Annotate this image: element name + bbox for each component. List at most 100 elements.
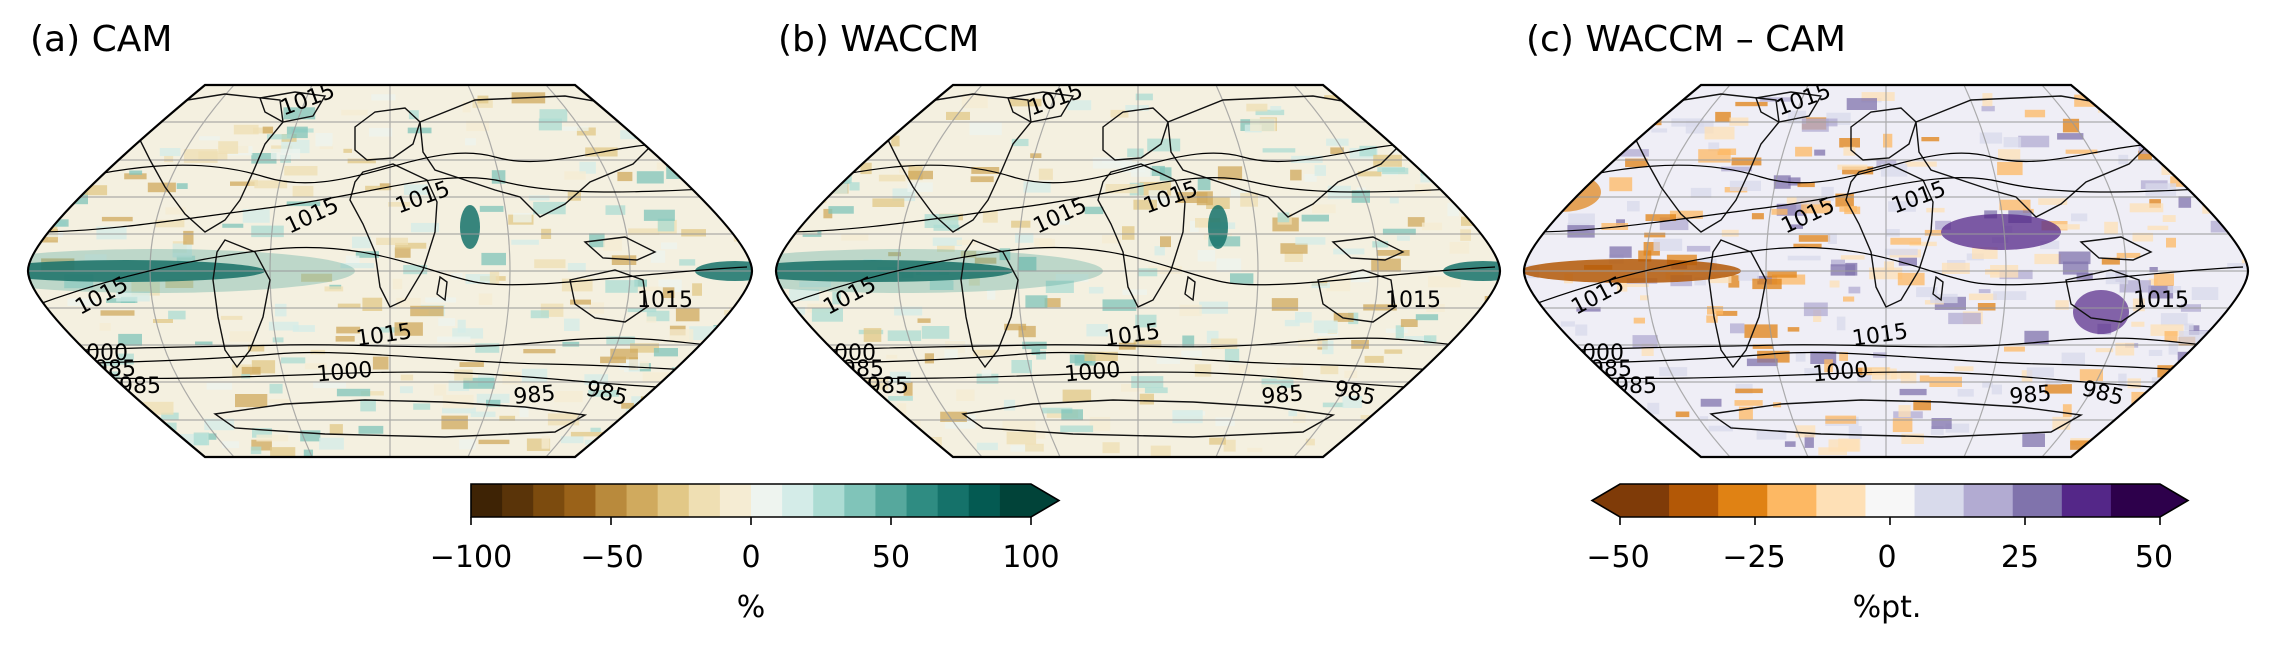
- field-patch: [1972, 247, 1998, 259]
- field-patch: [459, 439, 476, 450]
- field-patch: [2191, 287, 2219, 300]
- field-patch: [1734, 400, 1763, 406]
- field-patch: [1036, 350, 1046, 360]
- graticule-meridian: [2041, 85, 2127, 457]
- field-patch: [1827, 233, 1837, 244]
- field-patch: [707, 194, 742, 203]
- field-patch: [250, 446, 262, 455]
- coastline: [2079, 236, 2153, 261]
- field-patch: [1452, 413, 1466, 423]
- field-patch: [970, 176, 994, 183]
- field-patch: [94, 107, 117, 113]
- field-patch: [1441, 433, 1457, 442]
- field-patch: [1647, 402, 1660, 415]
- field-patch: [1396, 235, 1410, 241]
- field-patch: [340, 263, 375, 269]
- field-patch: [1651, 128, 1668, 133]
- field-patch: [1154, 246, 1165, 256]
- coastline: [2065, 269, 2144, 323]
- colorbar-percent-unit: %: [736, 590, 766, 625]
- field-patch: [1069, 354, 1093, 364]
- field-patch: [2058, 251, 2091, 265]
- field-patch: [513, 213, 532, 223]
- field-patch: [785, 130, 799, 137]
- field-patch: [1025, 443, 1044, 452]
- field-patch: [249, 179, 258, 186]
- field-patch: [541, 435, 550, 449]
- field-patch: [732, 192, 745, 203]
- field-patch: [1795, 351, 1806, 362]
- field-patch: [110, 97, 127, 107]
- field-patch: [2149, 267, 2158, 273]
- field-patch: [1342, 396, 1362, 408]
- coastline: [1845, 163, 1934, 308]
- field-patch: [1034, 238, 1052, 247]
- field-patch: [946, 111, 970, 120]
- field-patch: [1891, 371, 1910, 379]
- field-patch: [1730, 323, 1745, 334]
- field-patch: [2184, 398, 2206, 409]
- field-patch: [1954, 366, 1974, 372]
- field-patch: [1485, 434, 1499, 441]
- graticule-meridian: [1765, 85, 1809, 457]
- field-patch: [2227, 112, 2248, 121]
- field-patch: [610, 348, 638, 360]
- field-patch: [499, 415, 516, 421]
- field-patch: [605, 205, 626, 215]
- field-patch: [2024, 330, 2049, 345]
- field-patch: [898, 93, 912, 105]
- field-patch: [730, 433, 743, 441]
- field-patch: [1139, 393, 1154, 405]
- field-patch: [452, 328, 484, 339]
- field-patch: [872, 123, 892, 129]
- field-patch: [1181, 350, 1202, 358]
- field-patch: [1578, 419, 1595, 425]
- field-patch: [794, 203, 810, 213]
- isobar-label: 1000: [1811, 358, 1869, 388]
- field-patch: [1395, 325, 1404, 339]
- colorbar-percentage-points: [1590, 483, 2190, 525]
- field-patch: [881, 418, 910, 425]
- field-patch: [1721, 229, 1739, 237]
- field-patch: [2203, 109, 2214, 122]
- field-patch: [92, 426, 107, 434]
- field-patch: [1837, 164, 1868, 170]
- field-patch: [1997, 161, 2023, 176]
- isobar-line: [44, 337, 736, 353]
- field-patch: [86, 371, 112, 384]
- field-patch: [2189, 325, 2200, 335]
- field-patch: [1845, 262, 1858, 276]
- field-patch: [315, 133, 333, 147]
- field-patch: [159, 148, 181, 157]
- field-patch: [1528, 230, 1540, 240]
- map-outline: [1522, 83, 2250, 459]
- field-patch: [28, 103, 58, 113]
- colorbar-swatch: [906, 484, 939, 517]
- field-patch: [1993, 291, 2027, 300]
- field-patch: [1453, 178, 1484, 189]
- field-patch: [677, 424, 702, 432]
- field-patch: [1447, 202, 1459, 217]
- field-patch: [262, 126, 274, 134]
- isobar-label: 1015: [2133, 288, 2189, 313]
- field-patch: [1698, 149, 1731, 163]
- field-patch: [1261, 384, 1281, 390]
- field-patch: [1461, 216, 1495, 226]
- field-patch: [675, 307, 700, 322]
- field-patch: [81, 92, 105, 101]
- isobar-line: [792, 337, 1484, 353]
- field-patch: [438, 318, 456, 326]
- field-patch: [2079, 369, 2103, 381]
- field-patch: [661, 242, 678, 250]
- field-patch: [1756, 430, 1787, 440]
- field-patch: [913, 444, 927, 451]
- field-patch: [392, 278, 403, 290]
- isobar-line: [32, 177, 748, 233]
- isobar-line: [1565, 371, 2212, 393]
- coastline: [1632, 93, 1780, 233]
- field-patch: [1230, 189, 1247, 198]
- field-patch: [1694, 277, 1706, 286]
- field-patch: [692, 283, 702, 296]
